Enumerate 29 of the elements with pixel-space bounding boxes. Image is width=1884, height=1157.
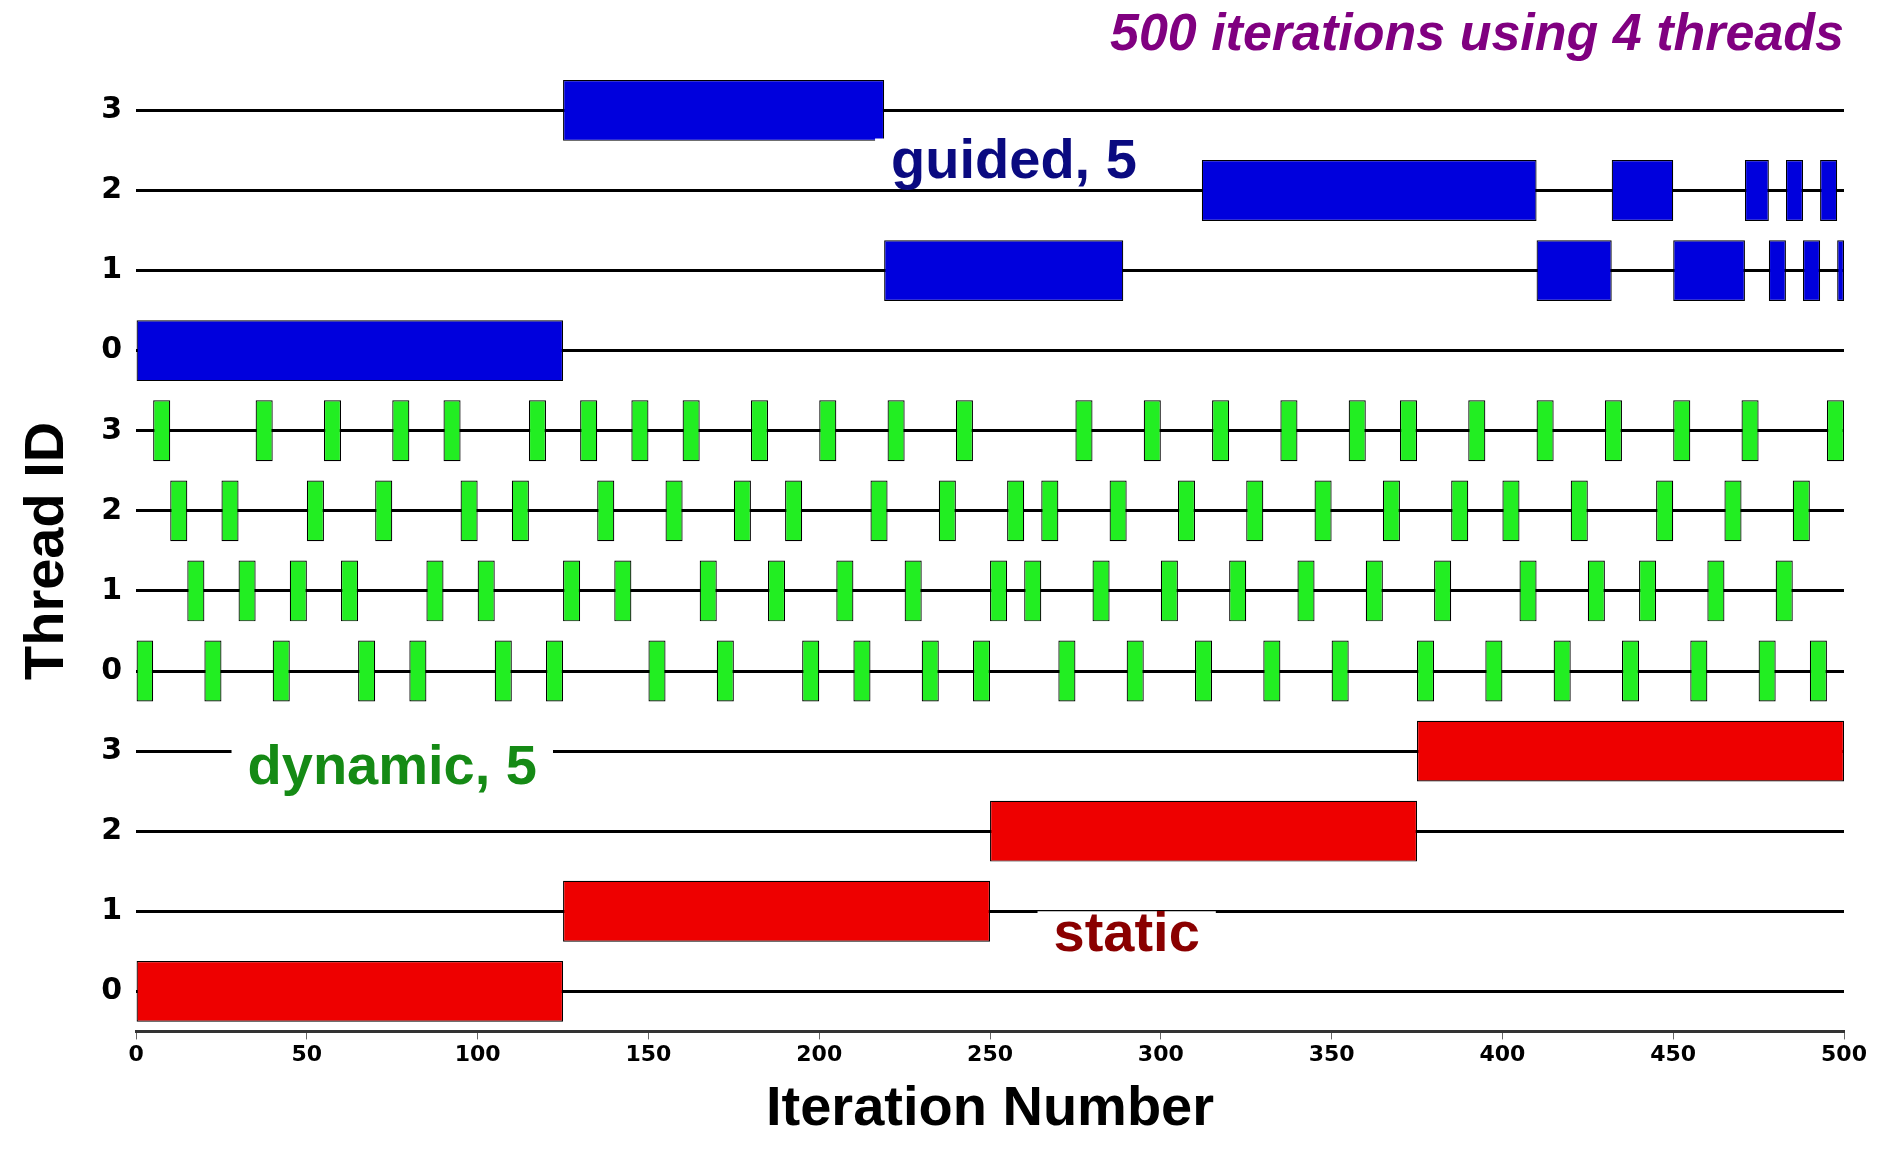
y-tick-label: 1 xyxy=(101,250,123,286)
x-tick-label: 0 xyxy=(128,1041,144,1067)
x-tick-label: 50 xyxy=(291,1041,323,1067)
y-tick-label: 2 xyxy=(101,490,123,526)
y-tick-label: 1 xyxy=(101,570,123,606)
annotation: dynamic, 5 xyxy=(247,733,537,797)
x-tick-label: 500 xyxy=(1821,1041,1867,1067)
x-tick-label: 250 xyxy=(967,1041,1014,1067)
y-tick-label: 3 xyxy=(101,730,123,766)
x-tick-label: 100 xyxy=(454,1041,501,1067)
y-tick-label: 1 xyxy=(101,891,123,927)
x-tick-label: 200 xyxy=(796,1041,843,1067)
y-axis-title: Thread ID xyxy=(12,421,76,681)
x-tick-label: 300 xyxy=(1137,1041,1184,1067)
y-tick-label: 2 xyxy=(101,170,123,206)
y-tick-label: 0 xyxy=(101,650,123,686)
x-tick-label: 400 xyxy=(1479,1041,1526,1067)
x-axis-title: Iteration Number xyxy=(766,1073,1215,1137)
y-tick-label: 0 xyxy=(101,971,123,1007)
annotation: static xyxy=(1053,899,1200,963)
y-tick-label: 2 xyxy=(101,810,123,846)
annotation: guided, 5 xyxy=(891,126,1137,190)
y-tick-label: 3 xyxy=(101,90,123,126)
y-tick-label: 0 xyxy=(101,330,123,366)
y-tick-label: 3 xyxy=(101,410,123,446)
x-tick-label: 150 xyxy=(625,1041,672,1067)
chart-title: 500 iterations using 4 threads xyxy=(1109,2,1844,61)
x-tick-label: 350 xyxy=(1308,1041,1355,1067)
x-tick-label: 450 xyxy=(1650,1041,1697,1067)
